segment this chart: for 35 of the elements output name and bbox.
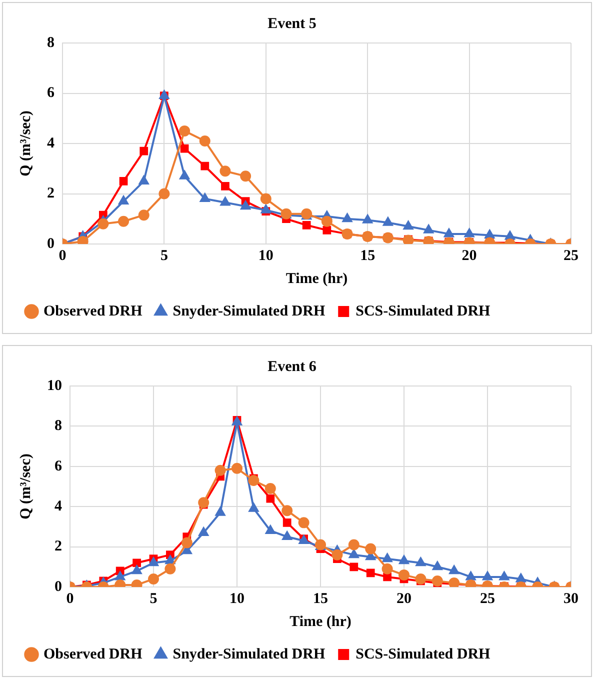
y-tick-label: 6 <box>47 85 55 102</box>
legend-label: Snyder-Simulated DRH <box>172 303 326 320</box>
x-tick-label: 10 <box>258 248 274 264</box>
x-tick-label: 10 <box>230 590 244 607</box>
x-axis-title: Time (hr) <box>290 614 352 630</box>
legend-label: SCS-Simulated DRH <box>356 646 491 662</box>
y-axis-title: Q (m³/sec) <box>18 454 34 520</box>
y-tick-label: 10 <box>47 378 62 394</box>
x-tick-label: 20 <box>396 590 412 607</box>
y-tick-label: 2 <box>47 186 54 202</box>
x-tick-label: 5 <box>150 590 158 607</box>
x-tick-label: 15 <box>313 590 328 607</box>
chart-title: Event 5 <box>268 16 316 32</box>
y-tick-label: 4 <box>47 135 55 152</box>
y-tick-label: 0 <box>47 236 54 252</box>
x-tick-label: 20 <box>462 248 477 264</box>
y-tick-label: 0 <box>54 578 62 595</box>
y-tick-label: 6 <box>54 458 62 474</box>
legend-label: Observed DRH <box>44 646 143 662</box>
x-tick-label: 0 <box>66 590 74 607</box>
y-tick-label: 8 <box>54 418 62 434</box>
chart-title: Event 6 <box>268 358 317 375</box>
y-tick-label: 8 <box>47 34 54 51</box>
x-axis-title: Time (hr) <box>286 270 348 287</box>
legend-label: Snyder-Simulated DRH <box>172 646 326 662</box>
x-tick-label: 5 <box>160 248 168 264</box>
legend-label: SCS-Simulated DRH <box>356 303 491 320</box>
x-tick-label: 25 <box>564 248 578 264</box>
y-tick-label: 2 <box>54 538 62 555</box>
x-tick-label: 30 <box>564 590 578 607</box>
legend-label: Observed DRH <box>44 303 143 320</box>
x-tick-label: 15 <box>360 248 376 264</box>
y-tick-label: 4 <box>54 498 62 514</box>
x-tick-label: 25 <box>480 590 495 607</box>
y-axis-title: Q (m³/sec) <box>18 110 34 176</box>
